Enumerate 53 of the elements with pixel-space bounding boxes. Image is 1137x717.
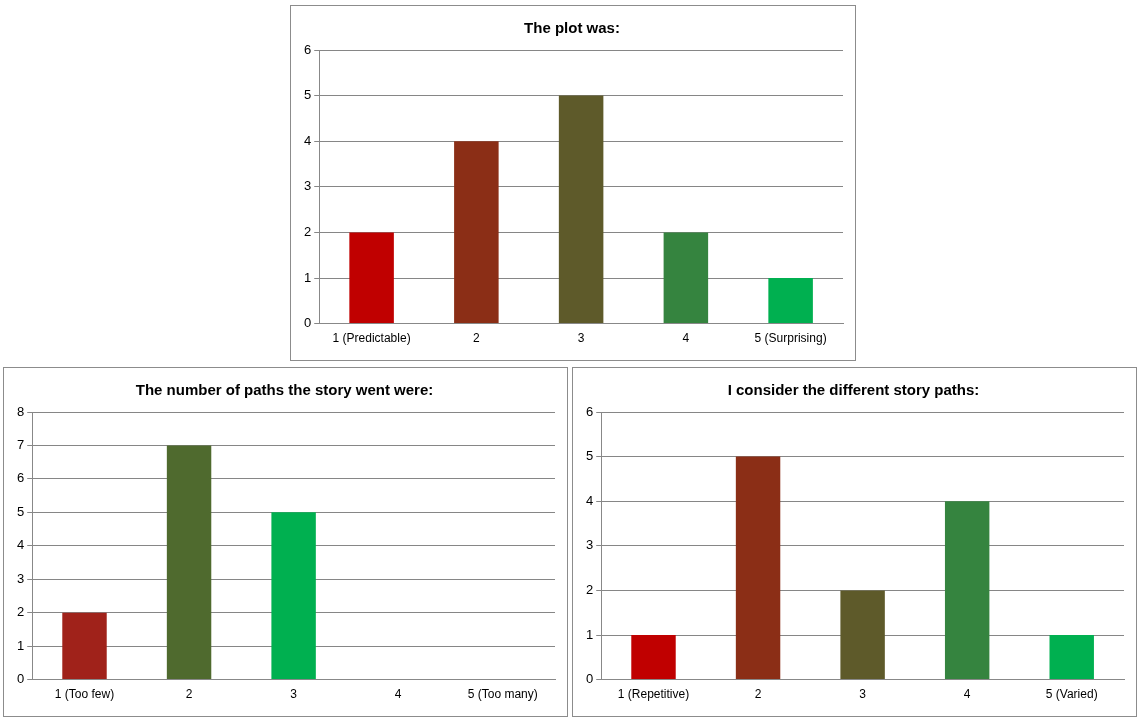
bar	[663, 232, 709, 324]
bar	[271, 512, 316, 680]
y-tick-label: 4	[304, 132, 312, 148]
bar	[1049, 635, 1094, 680]
y-tick-label: 1	[17, 637, 25, 653]
y-tick-label: 5	[17, 503, 25, 519]
y-tick-label: 2	[17, 604, 25, 620]
x-tick-label: 2	[185, 687, 193, 702]
x-tick-label: 5 (Varied)	[1045, 687, 1098, 702]
chart-title: The number of paths the story went were:	[135, 381, 434, 399]
x-tick-label: 1 (Predictable)	[332, 331, 411, 346]
y-tick-label: 2	[586, 581, 594, 597]
bar	[944, 501, 990, 680]
y-tick-label: 3	[304, 178, 312, 194]
y-tick-label: 6	[304, 41, 312, 57]
x-tick-label: 3	[290, 687, 298, 702]
y-tick-label: 0	[304, 315, 312, 331]
bar	[768, 278, 813, 324]
x-tick-label: 2	[754, 687, 762, 702]
y-tick-label: 5	[304, 87, 312, 103]
x-tick-label: 1 (Repetitive)	[617, 687, 690, 702]
bar	[558, 95, 604, 324]
y-tick-label: 6	[586, 403, 594, 419]
x-tick-label: 1 (Too few)	[54, 687, 115, 702]
x-tick-label: 4	[963, 687, 971, 702]
y-tick-label: 2	[304, 223, 312, 239]
bar	[454, 141, 499, 324]
y-tick-label: 7	[17, 437, 25, 453]
chart-title: The plot was:	[524, 19, 620, 37]
y-tick-label: 3	[586, 537, 594, 553]
x-tick-label: 5 (Too many)	[467, 687, 538, 702]
y-tick-label: 0	[17, 671, 25, 687]
bar	[62, 612, 107, 680]
x-tick-label: 5 (Surprising)	[754, 331, 827, 346]
bar	[166, 445, 212, 680]
y-tick-label: 5	[586, 448, 594, 464]
y-tick-label: 4	[17, 537, 25, 553]
x-tick-label: 2	[473, 331, 481, 346]
y-tick-label: 4	[586, 492, 594, 508]
x-tick-label: 4	[682, 331, 690, 346]
y-tick-label: 0	[586, 671, 594, 687]
x-tick-label: 3	[859, 687, 867, 702]
y-tick-label: 1	[304, 269, 312, 285]
y-tick-label: 3	[17, 570, 25, 586]
y-tick-label: 6	[17, 470, 25, 486]
y-tick-label: 8	[17, 403, 25, 419]
bar	[840, 590, 885, 680]
bar	[631, 635, 676, 680]
y-tick-label: 1	[586, 626, 594, 642]
x-tick-label: 4	[394, 687, 402, 702]
chart-title: I consider the different story paths:	[727, 381, 980, 399]
bar	[735, 456, 781, 680]
bar	[349, 232, 394, 324]
